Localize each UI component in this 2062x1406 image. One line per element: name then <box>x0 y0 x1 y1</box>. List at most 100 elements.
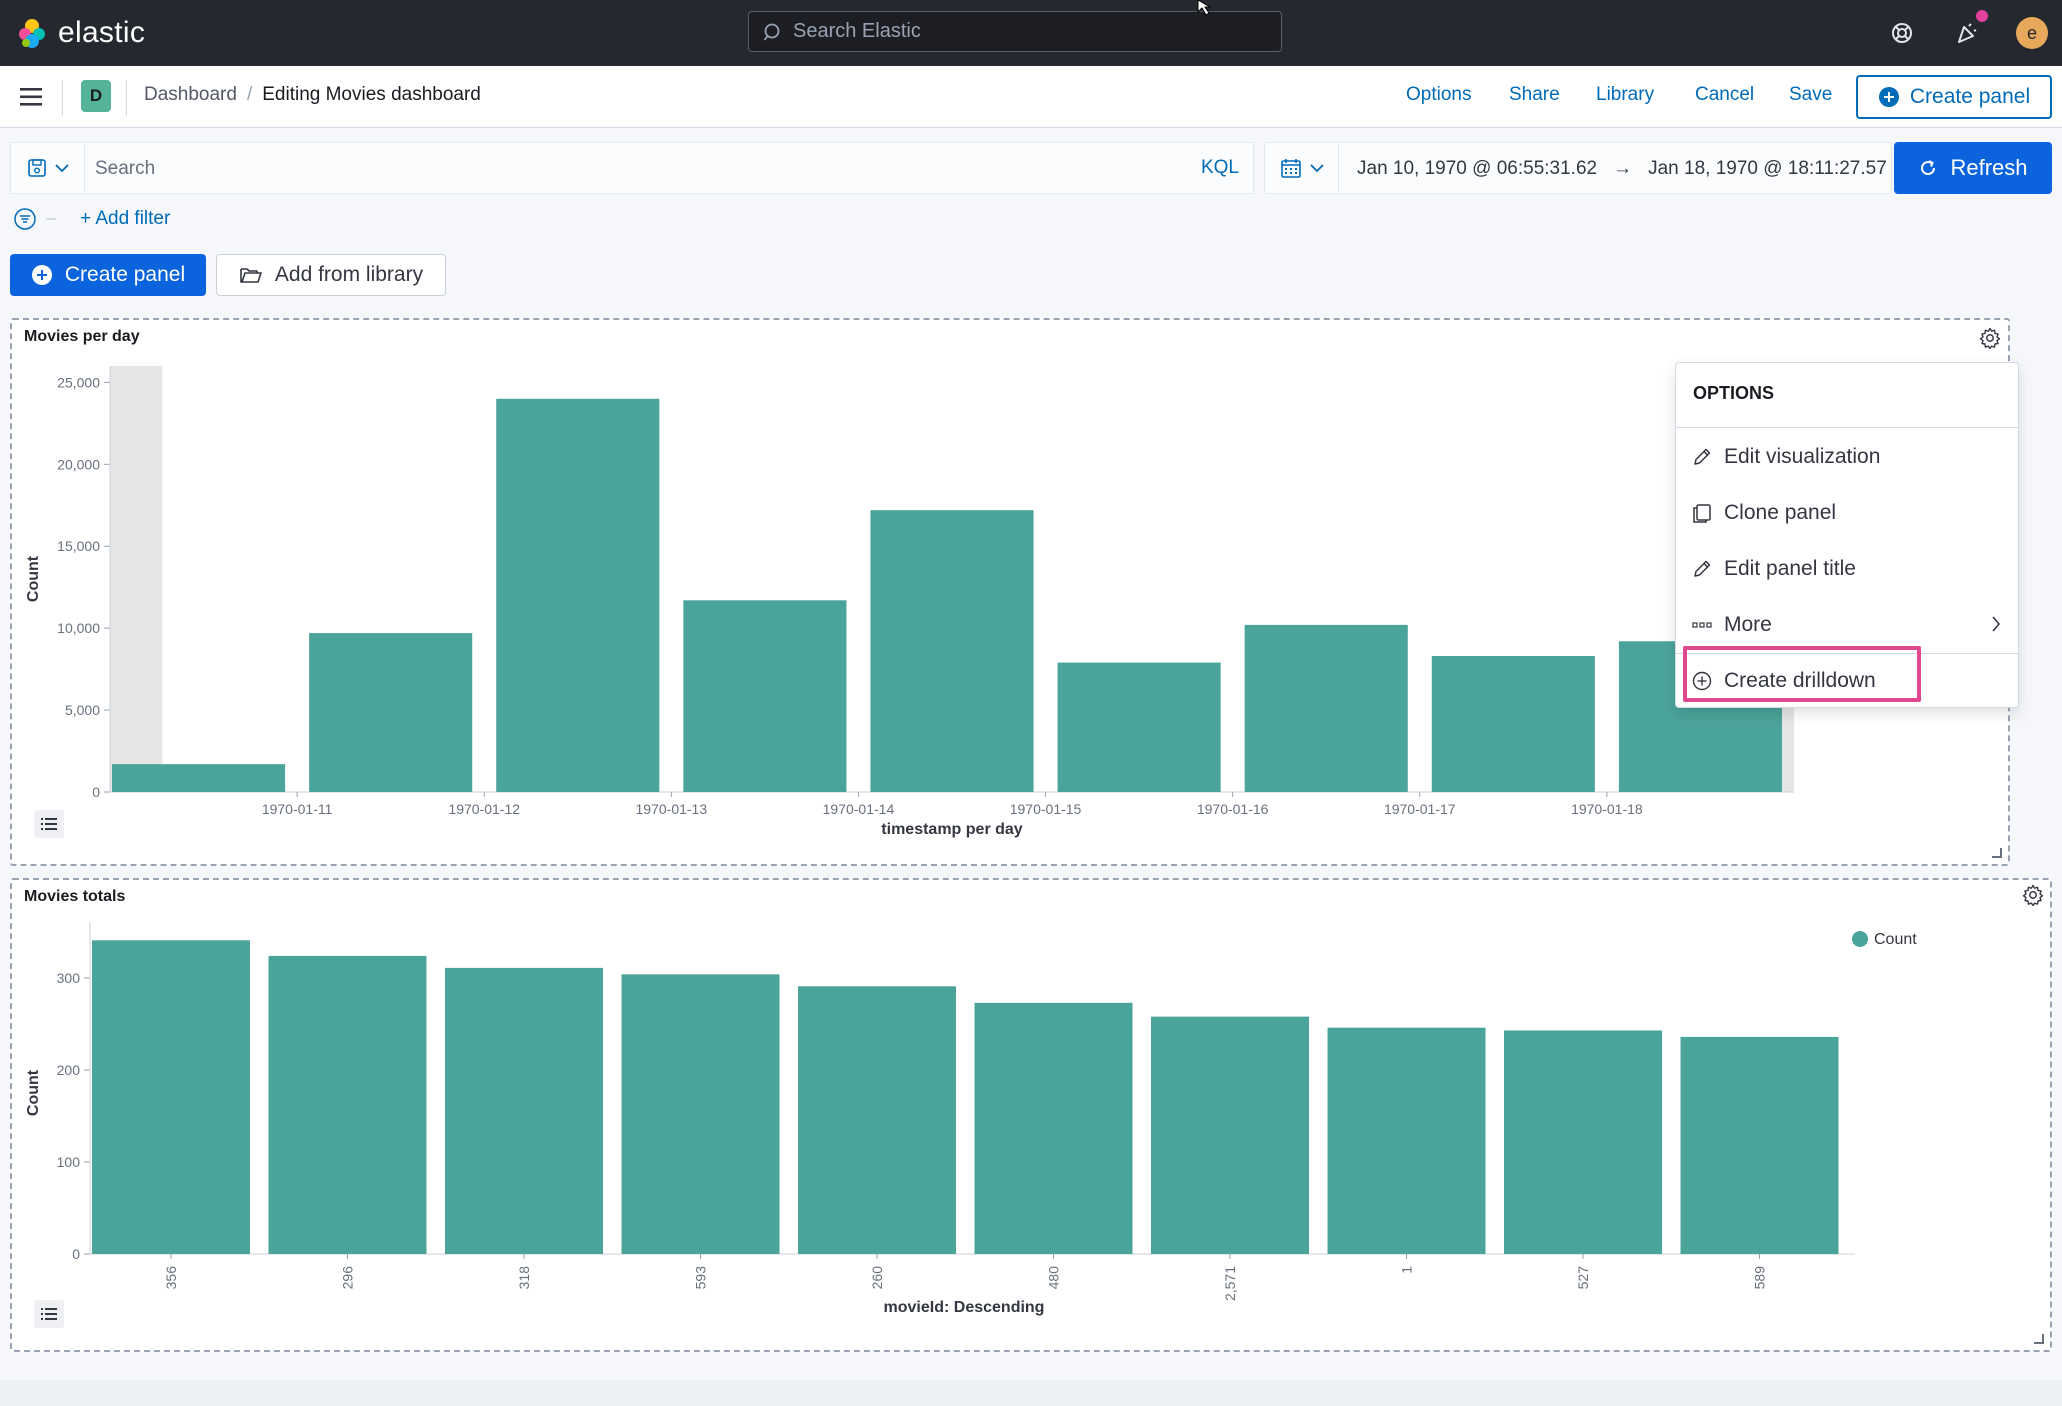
bar <box>1244 624 1408 792</box>
query-search-input[interactable]: Search <box>95 158 156 179</box>
panel-title: Movies totals <box>24 888 126 905</box>
breadcrumb: Dashboard / Editing Movies dashboard <box>144 84 481 106</box>
y-tick-label: 200 <box>57 1062 81 1078</box>
date-picker[interactable]: Jan 10, 1970 @ 06:55:31.62 → Jan 18, 197… <box>1264 142 1892 194</box>
help-icon[interactable] <box>1887 18 1917 48</box>
kql-language-button[interactable]: KQL <box>1200 157 1239 178</box>
date-start[interactable]: Jan 10, 1970 @ 06:55:31.62 <box>1357 158 1598 179</box>
hamburger-menu-icon[interactable] <box>18 84 46 110</box>
cancel-link[interactable]: Cancel <box>1695 84 1755 105</box>
gear-icon[interactable] <box>2020 882 2046 908</box>
divider <box>126 80 127 116</box>
legend-toggle-button[interactable] <box>34 810 64 838</box>
breadcrumb-separator: / <box>246 84 253 105</box>
menu-item-label: More <box>1724 613 1772 636</box>
menu-item-more[interactable]: More <box>1692 605 2008 645</box>
x-tick-label: 589 <box>1752 1266 1768 1290</box>
quick-select-button[interactable] <box>1265 143 1339 193</box>
query-bar[interactable]: Search KQL <box>10 142 1254 194</box>
copy-icon <box>1693 504 1711 523</box>
list-icon <box>41 1308 57 1320</box>
breadcrumb-current: Editing Movies dashboard <box>262 84 481 105</box>
share-link[interactable]: Share <box>1509 84 1560 105</box>
global-search[interactable] <box>748 11 1282 52</box>
menu-item-edit-panel-title[interactable]: Edit panel title <box>1692 549 2008 589</box>
x-tick-label: 1970-01-13 <box>636 801 708 817</box>
menu-item-edit-visualization[interactable]: Edit visualization <box>1692 437 2008 477</box>
newsfeed-icon[interactable] <box>1952 18 1982 48</box>
y-axis-title: Count <box>25 555 42 602</box>
library-link[interactable]: Library <box>1596 84 1655 105</box>
x-tick-label: 318 <box>516 1266 532 1290</box>
add-from-library-label: Add from library <box>274 263 424 286</box>
global-header: elastic e <box>0 0 2062 66</box>
legend-swatch <box>1852 931 1868 947</box>
legend-toggle-button[interactable] <box>34 1300 64 1328</box>
x-tick-label: 356 <box>163 1266 179 1290</box>
filter-bar: + Add filter <box>14 208 170 230</box>
y-tick-label: 300 <box>57 970 81 986</box>
brand-name: elastic <box>58 16 146 49</box>
bar <box>974 1002 1133 1254</box>
x-tick-label: 1970-01-14 <box>823 801 895 817</box>
movies-totals-chart: 0 100 200 300 356 296 318 593 260 480 2,571 1 527 589… <box>25 922 1917 1316</box>
boxes-horizontal-icon <box>1692 622 1712 628</box>
create-panel-button[interactable]: Create panel <box>10 254 206 296</box>
bar <box>798 986 956 1254</box>
save-link[interactable]: Save <box>1789 84 1833 105</box>
movies-totals-panel[interactable]: Movies totals 0 100 200 300 356 296 318 593 260 4… <box>10 878 2052 1352</box>
add-filter-button[interactable]: + Add filter <box>80 208 171 229</box>
menu-item-create-drilldown[interactable]: Create drilldown <box>1692 661 2008 701</box>
y-tick-label: 10,000 <box>57 620 100 636</box>
bar <box>683 600 847 792</box>
y-tick-label: 25,000 <box>57 374 100 390</box>
x-tick-label: 1970-01-11 <box>262 801 333 817</box>
arrow-right-icon: → <box>1613 158 1633 179</box>
options-link[interactable]: Options <box>1406 84 1472 105</box>
space-avatar[interactable]: D <box>81 80 111 112</box>
bar <box>309 633 473 792</box>
user-avatar[interactable]: e <box>2016 17 2048 49</box>
y-tick-label: 100 <box>57 1154 81 1170</box>
breadcrumb-dashboard[interactable]: Dashboard <box>144 84 237 105</box>
divider <box>1676 653 2018 654</box>
bar <box>268 955 427 1254</box>
date-end[interactable]: Jan 18, 1970 @ 18:11:27.57 <box>1648 158 1887 179</box>
x-tick-label: 296 <box>340 1266 356 1290</box>
refresh-button[interactable]: Refresh <box>1894 142 2052 194</box>
pencil-icon <box>1694 448 1711 465</box>
divider <box>62 80 63 116</box>
elastic-logo[interactable]: elastic <box>16 14 145 52</box>
x-tick-label: 260 <box>869 1266 885 1290</box>
highlight-annotation <box>1683 646 1921 702</box>
bar <box>870 510 1034 792</box>
saved-query-button[interactable] <box>11 143 85 193</box>
plus-circle-icon <box>1878 87 1899 107</box>
filter-menu-icon[interactable] <box>14 208 36 230</box>
calendar-icon <box>1280 159 1301 178</box>
date-range: Jan 10, 1970 @ 06:55:31.62 → Jan 18, 197… <box>1357 158 1887 180</box>
x-tick-label: 1970-01-17 <box>1384 801 1456 817</box>
bar <box>1057 662 1221 792</box>
list-icon <box>41 818 57 830</box>
gear-icon[interactable] <box>1977 325 2003 351</box>
range-shade-left <box>110 366 163 792</box>
divider <box>1676 427 2018 428</box>
global-search-input[interactable] <box>793 20 1273 43</box>
x-tick-label: 593 <box>693 1266 709 1290</box>
x-tick-label: 1970-01-12 <box>448 801 520 817</box>
x-tick-label: 1970-01-16 <box>1197 801 1269 817</box>
menu-item-clone-panel[interactable]: Clone panel <box>1692 493 2008 533</box>
resize-handle[interactable] <box>1992 848 2002 858</box>
x-tick-label: 1970-01-18 <box>1571 801 1643 817</box>
x-tick-label: 1970-01-15 <box>1010 801 1082 817</box>
y-axis-title: Count <box>25 1069 42 1116</box>
create-panel-header-button[interactable]: Create panel <box>1856 75 2052 119</box>
x-axis-title: timestamp per day <box>881 821 1022 838</box>
x-axis-title: movieId: Descending <box>884 1299 1045 1316</box>
search-icon <box>763 23 780 41</box>
resize-handle[interactable] <box>2034 1334 2044 1344</box>
bar <box>112 764 286 792</box>
add-from-library-button[interactable]: Add from library <box>216 254 446 296</box>
chevron-down-icon <box>1309 164 1324 173</box>
